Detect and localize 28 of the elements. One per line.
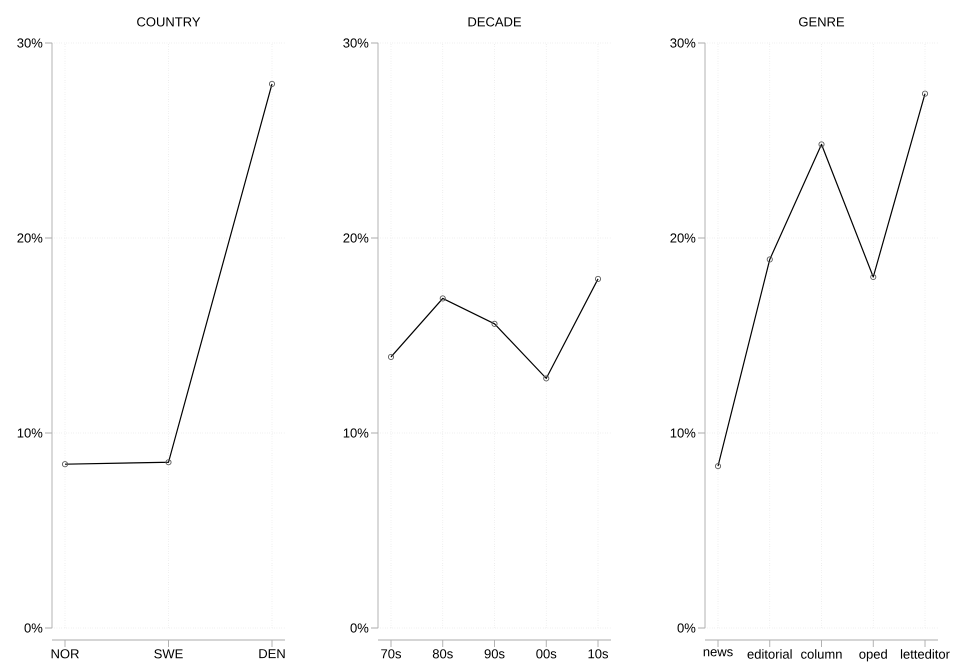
x-tick-label: NOR [52, 649, 79, 658]
y-tick-label: 10% [670, 428, 696, 438]
x-tick-label: 10s [588, 649, 608, 658]
y-tick-label: 0% [678, 623, 696, 633]
y-tick-label: 30% [670, 38, 696, 48]
x-tick-label: 70s [381, 649, 402, 658]
x-tick-label: 90s [484, 649, 505, 658]
x-tick-label: 80s [432, 649, 453, 658]
x-tick-label: 00s [536, 649, 556, 658]
y-tick-label: 20% [17, 233, 42, 243]
x-tick-label: oped [859, 649, 887, 662]
y-tick-label: 20% [670, 233, 696, 243]
y-tick-label: 30% [343, 38, 368, 48]
y-tick-label: 0% [350, 623, 368, 633]
y-tick-label: 10% [18, 428, 42, 438]
chart-title: COUNTRY [137, 17, 200, 26]
y-tick-label: 20% [343, 233, 368, 243]
x-tick-label: column [801, 649, 842, 659]
chart-title: GENRE [799, 17, 844, 26]
x-tick-label: news [704, 649, 733, 656]
x-tick-label: DEN [259, 649, 285, 658]
y-tick-label: 0% [24, 623, 42, 633]
chart-title: DECADE [468, 17, 522, 26]
x-tick-label: letteditor [900, 649, 950, 659]
y-tick-label: 10% [344, 428, 368, 438]
x-tick-label: editorial [748, 649, 792, 659]
y-tick-label: 30% [17, 38, 42, 48]
x-tick-label: SWE [154, 649, 183, 658]
